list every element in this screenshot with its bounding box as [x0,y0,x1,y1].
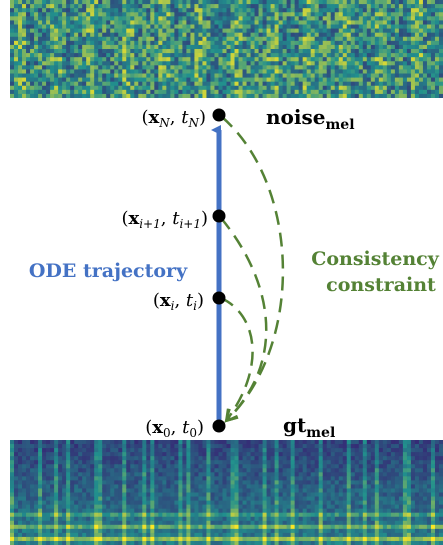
noise-spectrogram-image [10,0,443,98]
ground-truth-spectrogram-image [10,440,443,545]
gt-mel-label: gtmel [283,413,335,441]
ode-trajectory-label: ODE trajectory [29,260,188,282]
node-xi1 [212,209,226,223]
ground-truth-spectrogram [10,440,443,545]
consistency-curve-from-xi [220,296,254,421]
label-xN: (xN, tN) [142,107,206,130]
consistency-curve-from-xi1 [220,217,268,421]
consistency-label-line1: Consistency [311,248,439,270]
consistency-curve-from-xN [221,116,285,421]
node-xi [212,291,226,305]
label-x0: (x0, t0) [145,417,204,440]
node-x0 [212,419,226,433]
consistency-label-line2: constraint [326,274,436,296]
noise-spectrogram [10,0,443,98]
label-xi: (xi, ti) [153,290,204,313]
label-xi1: (xi+1, ti+1) [121,208,208,231]
node-xN [212,108,226,122]
noise-mel-label: noisemel [266,105,355,133]
